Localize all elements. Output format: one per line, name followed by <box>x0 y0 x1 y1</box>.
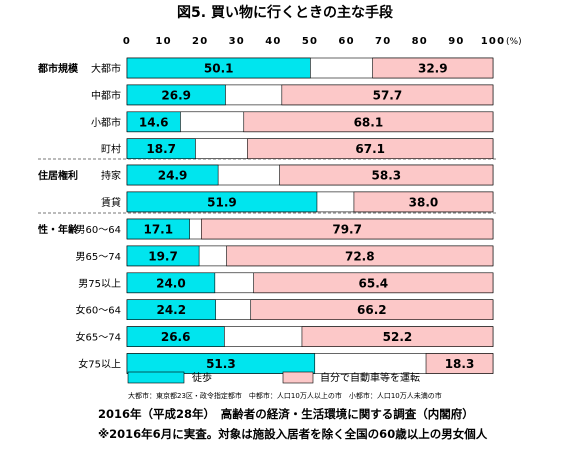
value-label-drive: 67.1 <box>355 142 385 156</box>
bar-walk <box>126 272 216 294</box>
bar-walk <box>126 353 316 374</box>
bar-drive <box>250 299 494 321</box>
bar-drive <box>279 164 494 186</box>
bar-drive <box>247 138 494 159</box>
bar-walk <box>126 326 225 347</box>
x-tick-label: 80 <box>412 36 428 47</box>
category-label: 男60～64 <box>76 224 121 236</box>
value-label-drive: 52.2 <box>383 330 413 344</box>
footer-note: ※2016年6月に実査。対象は施設入居者を除く全国の60歳以上の男女個人 <box>98 427 488 441</box>
category-label: 小都市 <box>91 116 121 129</box>
value-label-drive: 79.7 <box>332 223 362 237</box>
x-tick-label: 20 <box>192 36 208 47</box>
x-axis-ticks: 0 10 20 30 40 50 60 70 80 90 100 <box>123 36 505 47</box>
value-label-drive: 32.9 <box>418 62 448 76</box>
value-label-walk: 51.3 <box>206 357 236 371</box>
group-label: 性・年齢 <box>37 223 79 236</box>
footer-source: 2016年（平成28年） 高齢者の経済・生活環境に関する調査（内閣府） <box>98 407 474 421</box>
x-tick-label: 100 <box>481 36 505 47</box>
value-label-drive: 66.2 <box>357 303 387 317</box>
bar-drive <box>353 191 494 213</box>
bar-walk <box>126 245 200 267</box>
category-label: 大都市 <box>91 62 121 75</box>
category-label: 女75以上 <box>78 358 121 371</box>
x-tick-label: 60 <box>338 36 354 47</box>
bar-drive <box>200 218 494 240</box>
value-label-drive: 18.3 <box>445 357 475 371</box>
value-label-walk: 17.1 <box>143 223 173 237</box>
category-label: 持家 <box>101 169 121 182</box>
bar-drive <box>301 326 494 347</box>
value-label-drive: 38.0 <box>409 195 439 209</box>
bar-drive <box>372 57 494 79</box>
value-label-walk: 18.7 <box>146 142 176 156</box>
legend-label-drive: 自分で自動車等を運転 <box>320 371 420 384</box>
value-label-walk: 19.7 <box>148 249 178 263</box>
bar-drive <box>281 84 494 106</box>
group-separators <box>38 158 497 214</box>
bar-drive <box>425 353 494 374</box>
value-label-drive: 57.7 <box>373 88 403 102</box>
bar-walk <box>126 218 190 240</box>
category-label: 女60～64 <box>76 304 121 317</box>
x-tick-label: 50 <box>302 36 318 47</box>
category-label: 賃貸 <box>101 196 121 209</box>
value-label-walk: 24.9 <box>158 169 188 183</box>
category-label: 女65～74 <box>76 331 121 344</box>
legend-label-walk: 徒歩 <box>192 371 212 384</box>
value-label-walk: 24.0 <box>156 276 186 290</box>
value-label-drive: 58.3 <box>372 169 402 183</box>
value-label-drive: 68.1 <box>354 115 384 129</box>
group-label: 住居権利 <box>38 169 78 182</box>
group-label: 都市規模 <box>37 62 79 75</box>
axis-unit: (%) <box>506 37 522 47</box>
value-label-walk: 51.9 <box>207 195 237 209</box>
x-tick-label: 40 <box>265 36 281 47</box>
bar-walk <box>126 299 216 321</box>
x-tick-label: 10 <box>155 36 171 47</box>
category-label: 中都市 <box>91 89 121 102</box>
legend-swatch-walk <box>127 371 185 384</box>
bar-walk <box>126 164 219 186</box>
bar-drive <box>253 272 494 294</box>
x-tick-label: 0 <box>123 36 131 47</box>
legend-swatch-drive <box>282 371 314 384</box>
category-label: 男65～74 <box>76 251 121 263</box>
value-label-drive: 72.8 <box>345 249 375 263</box>
value-label-drive: 65.4 <box>359 276 389 290</box>
x-tick-label: 70 <box>375 36 391 47</box>
value-label-walk: 24.2 <box>156 303 186 317</box>
value-label-walk: 26.6 <box>161 330 191 344</box>
bar-drive <box>243 111 494 133</box>
chart-title: 図5. 買い物に行くときの主な手段 <box>177 4 393 21</box>
value-label-walk: 50.1 <box>204 62 234 76</box>
bar-walk <box>126 191 318 213</box>
bar-rows: 都市規模 大都市 50.1 32.9 中都市 26.9 57.7 小都市 14.6 68.1 町村 1… <box>37 57 494 374</box>
bar-walk <box>126 57 311 79</box>
x-tick-label: 90 <box>448 36 464 47</box>
bar-walk <box>126 84 226 106</box>
value-label-walk: 26.9 <box>161 88 191 102</box>
bar-drive <box>226 245 494 267</box>
value-label-walk: 14.6 <box>139 115 169 129</box>
category-label: 男75以上 <box>78 278 121 290</box>
city-size-note: 大都市：東京都23区・政令指定都市 中都市：人口10万人以上の市 小都市：人口1… <box>128 391 442 400</box>
bar-walk <box>126 138 196 159</box>
bar-walk <box>126 111 181 133</box>
legend: 徒歩 自分で自動車等を運転 <box>127 371 420 384</box>
category-label: 町村 <box>101 143 121 156</box>
x-tick-label: 30 <box>229 36 245 47</box>
